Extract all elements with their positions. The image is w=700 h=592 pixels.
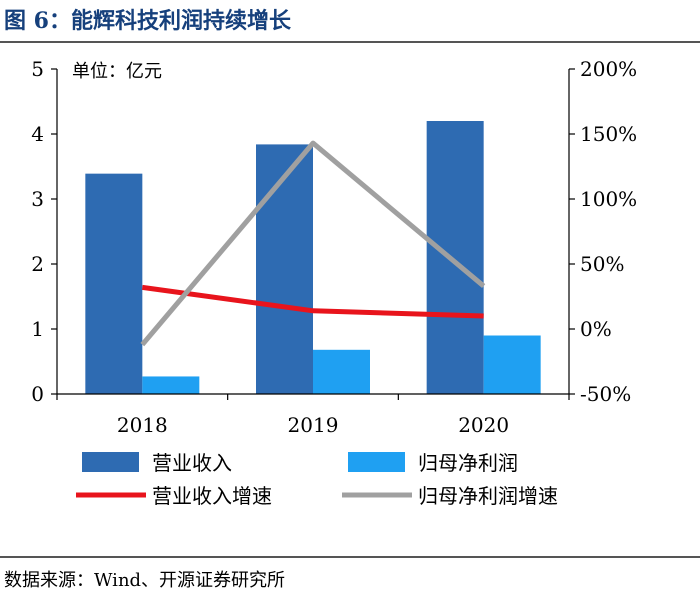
bar-revenue-2019 bbox=[256, 144, 313, 394]
left-tick-label: 4 bbox=[31, 122, 44, 146]
line-revenue-growth bbox=[141, 284, 484, 319]
source-divider bbox=[0, 556, 700, 558]
unit-label: 单位：亿元 bbox=[72, 61, 162, 82]
legend-label: 营业收入增速 bbox=[152, 484, 272, 508]
legend-item-3: 营业收入增速 bbox=[76, 484, 272, 508]
axes-layer: 0 1 2 3 4 5 -50% 0% 50% 100% 150% 200% 2018 2019 2020 bbox=[31, 57, 637, 437]
bar-revenue-2020 bbox=[426, 121, 484, 394]
left-tick-label: 3 bbox=[31, 187, 44, 211]
line-net-profit-growth bbox=[140, 140, 486, 347]
left-tick-label: 5 bbox=[31, 57, 44, 81]
left-tick-label: 0 bbox=[31, 382, 44, 406]
legend-label: 归母净利润增速 bbox=[418, 484, 558, 508]
legend-label: 归母净利润 bbox=[418, 451, 518, 475]
legend-item-2: 归母净利润 bbox=[348, 451, 518, 475]
left-tick-label: 1 bbox=[31, 317, 44, 341]
x-tick-label-2020: 2020 bbox=[458, 413, 509, 437]
right-tick-label: 100% bbox=[580, 187, 637, 211]
right-tick-label: -50% bbox=[580, 382, 631, 406]
bar-revenue-2018 bbox=[85, 173, 143, 394]
right-tick-label: 0% bbox=[580, 317, 612, 341]
left-tick-label: 2 bbox=[31, 252, 44, 276]
figure-title: 图 6：能辉科技利润持续增长 bbox=[4, 8, 291, 34]
legend-item-1: 营业收入 bbox=[82, 451, 232, 475]
legend-label: 营业收入 bbox=[152, 451, 232, 475]
bar-net-profit-2019 bbox=[313, 349, 370, 394]
right-tick-label: 50% bbox=[580, 252, 624, 276]
legend-item-4: 归母净利润增速 bbox=[342, 484, 558, 508]
bars-layer bbox=[85, 121, 541, 394]
right-tick-label: 150% bbox=[580, 122, 637, 146]
bar-net-profit-2018 bbox=[142, 376, 200, 394]
legend-swatch bbox=[348, 452, 405, 472]
source-note: 数据来源：Wind、开源证券研究所 bbox=[4, 570, 286, 591]
x-tick-label-2019: 2019 bbox=[288, 413, 339, 437]
x-tick-label-2018: 2018 bbox=[117, 413, 168, 437]
right-tick-label: 200% bbox=[580, 57, 637, 81]
title-divider bbox=[0, 41, 700, 43]
lines-layer bbox=[140, 140, 486, 347]
bar-net-profit-2020 bbox=[483, 335, 541, 394]
legend-swatch bbox=[82, 452, 139, 472]
